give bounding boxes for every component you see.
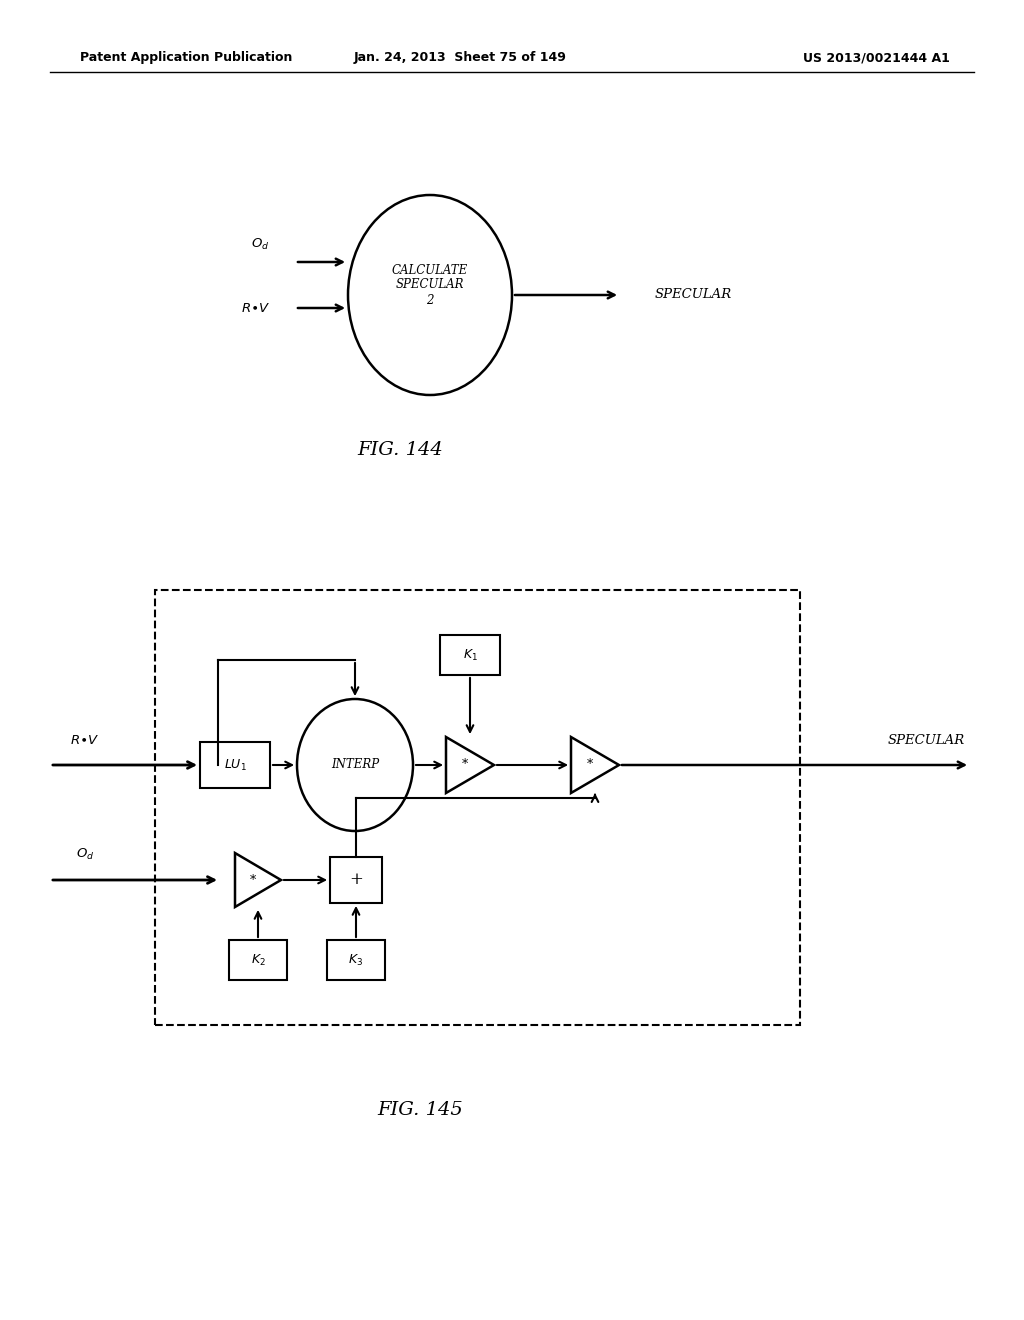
Text: $O_d$: $O_d$: [76, 847, 94, 862]
Text: +: +: [349, 871, 362, 888]
Text: *: *: [587, 759, 593, 771]
Text: $K_2$: $K_2$: [251, 953, 265, 968]
Text: $K_1$: $K_1$: [463, 647, 477, 663]
Text: FIG. 144: FIG. 144: [357, 441, 442, 459]
Text: $LU_1$: $LU_1$: [223, 758, 247, 772]
Ellipse shape: [348, 195, 512, 395]
Ellipse shape: [297, 700, 413, 832]
Polygon shape: [571, 737, 618, 793]
Bar: [440, 635, 500, 675]
Bar: [327, 940, 385, 979]
Text: INTERP: INTERP: [331, 759, 379, 771]
Text: FIG. 145: FIG. 145: [377, 1101, 463, 1119]
Text: $K_3$: $K_3$: [348, 953, 364, 968]
Text: SPECULAR: SPECULAR: [888, 734, 966, 747]
Text: $R{\bullet}V$: $R{\bullet}V$: [71, 734, 99, 747]
Text: Patent Application Publication: Patent Application Publication: [80, 51, 293, 65]
Polygon shape: [446, 737, 494, 793]
Bar: [229, 940, 287, 979]
Text: *: *: [250, 874, 256, 887]
Polygon shape: [234, 853, 281, 907]
Bar: [330, 857, 382, 903]
Text: CALCULATE
SPECULAR
2: CALCULATE SPECULAR 2: [392, 264, 468, 306]
Text: Jan. 24, 2013  Sheet 75 of 149: Jan. 24, 2013 Sheet 75 of 149: [353, 51, 566, 65]
Text: $O_d$: $O_d$: [251, 236, 269, 252]
Text: *: *: [462, 759, 468, 771]
Bar: [155, 590, 800, 1026]
Text: US 2013/0021444 A1: US 2013/0021444 A1: [803, 51, 950, 65]
Text: SPECULAR: SPECULAR: [655, 289, 732, 301]
Text: $R{\bullet}V$: $R{\bullet}V$: [242, 301, 270, 314]
Bar: [200, 742, 270, 788]
